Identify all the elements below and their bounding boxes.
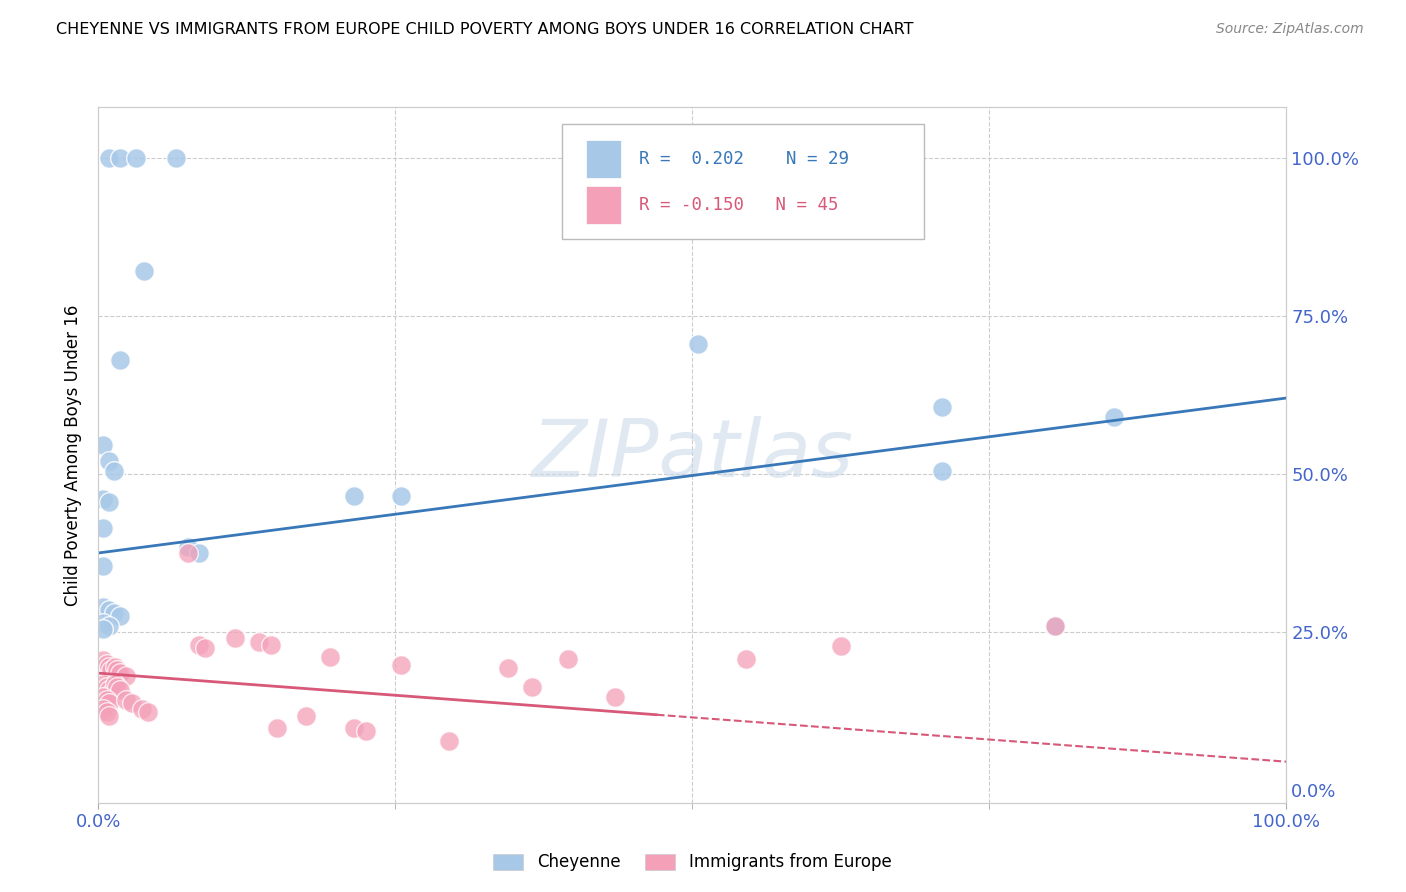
Point (557, 651, 579, 665)
Point (98, 683, 121, 698)
Point (107, 663, 129, 677)
Point (688, 337, 710, 351)
Point (98, 660, 121, 674)
Point (260, 638, 283, 652)
Point (735, 651, 758, 665)
Point (132, 264, 155, 278)
Point (98, 696, 121, 710)
Point (389, 657, 412, 672)
Text: ZIPatlas: ZIPatlas (531, 416, 853, 494)
Point (96, 692, 118, 706)
Point (96, 706, 118, 720)
Point (98, 618, 121, 632)
Point (136, 706, 159, 720)
Point (108, 151, 131, 165)
Point (91, 492, 114, 507)
Text: Source: ZipAtlas.com: Source: ZipAtlas.com (1216, 22, 1364, 37)
Point (121, 696, 143, 710)
Point (437, 734, 460, 748)
Point (91, 677, 114, 691)
Point (107, 680, 129, 694)
Point (389, 489, 412, 503)
Point (114, 692, 136, 706)
Point (91, 653, 114, 667)
Point (354, 724, 377, 739)
Point (188, 638, 211, 652)
Point (108, 666, 131, 681)
Point (830, 639, 852, 653)
Point (520, 680, 543, 694)
Point (100, 663, 122, 677)
Point (91, 615, 114, 630)
Point (1043, 618, 1066, 632)
Point (103, 606, 125, 620)
Point (104, 677, 127, 691)
Point (194, 640, 217, 655)
Point (176, 540, 198, 554)
Point (247, 634, 270, 648)
Point (91, 702, 114, 716)
Point (91, 521, 114, 535)
Point (1102, 409, 1125, 424)
Point (91, 558, 114, 573)
Point (98, 151, 121, 165)
Point (931, 401, 953, 415)
Point (108, 683, 131, 698)
Text: R =  0.202    N = 29: R = 0.202 N = 29 (638, 150, 849, 169)
Bar (585, 140, 621, 178)
Point (108, 353, 131, 368)
Point (188, 546, 211, 560)
Point (131, 702, 153, 716)
Point (91, 599, 114, 614)
Point (96, 657, 118, 671)
Point (103, 464, 125, 478)
Point (295, 708, 318, 723)
Point (108, 609, 131, 624)
Point (91, 690, 114, 704)
Point (98, 708, 121, 723)
Point (96, 680, 118, 694)
FancyBboxPatch shape (562, 124, 924, 239)
Point (343, 721, 366, 735)
Point (91, 438, 114, 452)
Point (100, 686, 122, 700)
Point (98, 454, 121, 468)
Point (176, 546, 198, 560)
Point (114, 669, 136, 683)
Point (605, 690, 627, 704)
Point (125, 151, 148, 165)
Point (343, 489, 366, 503)
Point (98, 603, 121, 617)
Point (931, 464, 953, 478)
Point (224, 632, 246, 646)
Text: CHEYENNE VS IMMIGRANTS FROM EUROPE CHILD POVERTY AMONG BOYS UNDER 16 CORRELATION: CHEYENNE VS IMMIGRANTS FROM EUROPE CHILD… (56, 22, 914, 37)
Bar (585, 186, 621, 224)
Point (98, 495, 121, 509)
Text: R = -0.150   N = 45: R = -0.150 N = 45 (638, 196, 838, 214)
Point (319, 650, 342, 665)
Point (1043, 618, 1066, 632)
Point (498, 661, 520, 675)
Point (165, 151, 187, 165)
Legend: Cheyenne, Immigrants from Europe: Cheyenne, Immigrants from Europe (486, 847, 898, 878)
Point (104, 660, 127, 674)
Point (266, 721, 288, 735)
Point (91, 622, 114, 636)
Y-axis label: Child Poverty Among Boys Under 16: Child Poverty Among Boys Under 16 (65, 304, 83, 606)
